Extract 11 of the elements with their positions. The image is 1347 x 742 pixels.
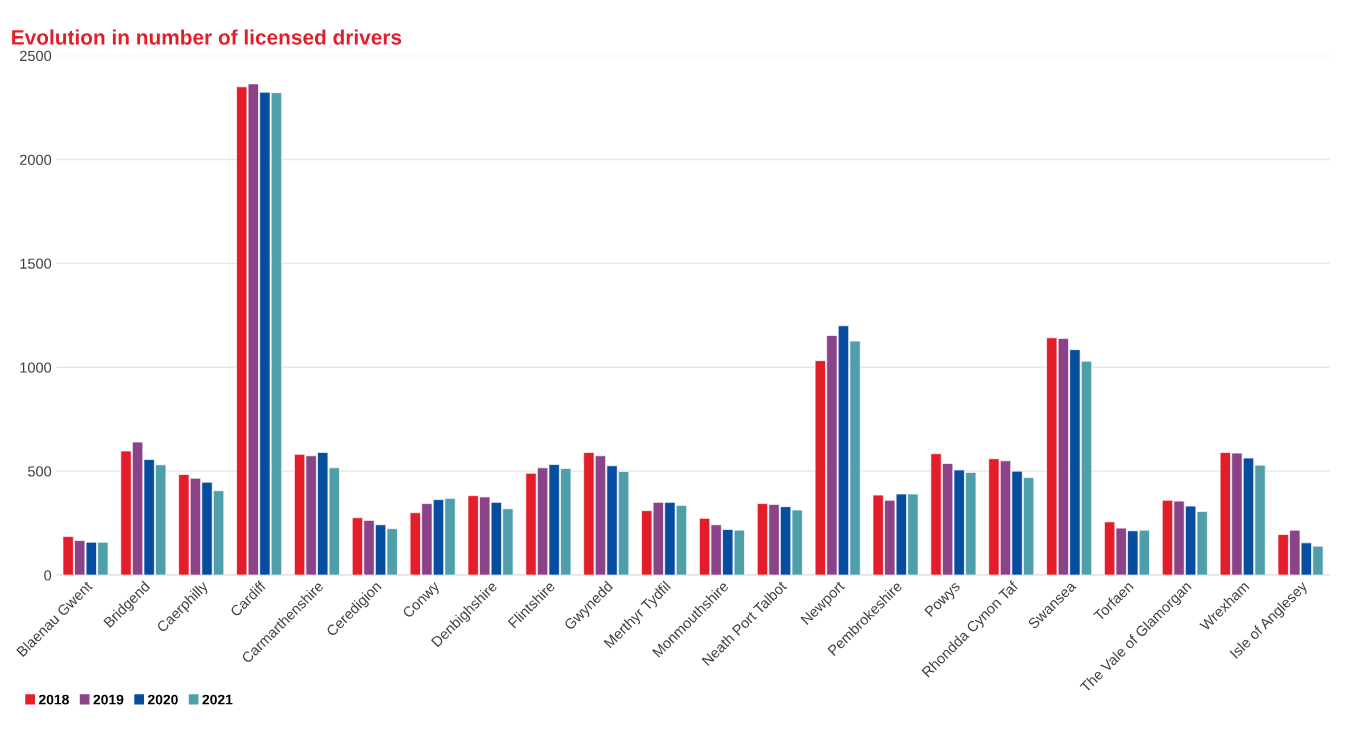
legend-label: 2021 <box>202 694 233 705</box>
legend-label: 2018 <box>38 694 69 705</box>
chart-title: Evolution in number of licensed drivers <box>12 29 402 45</box>
y-tick-label: 1000 <box>20 362 52 373</box>
legend-label: 2019 <box>93 694 124 705</box>
y-tick-label: 2000 <box>20 154 52 165</box>
y-tick-label: 0 <box>44 570 52 581</box>
y-tick-label: 2500 <box>20 50 52 62</box>
y-tick-label: 1500 <box>20 258 52 269</box>
y-tick-label: 500 <box>27 466 52 477</box>
legend-label: 2020 <box>147 694 178 705</box>
